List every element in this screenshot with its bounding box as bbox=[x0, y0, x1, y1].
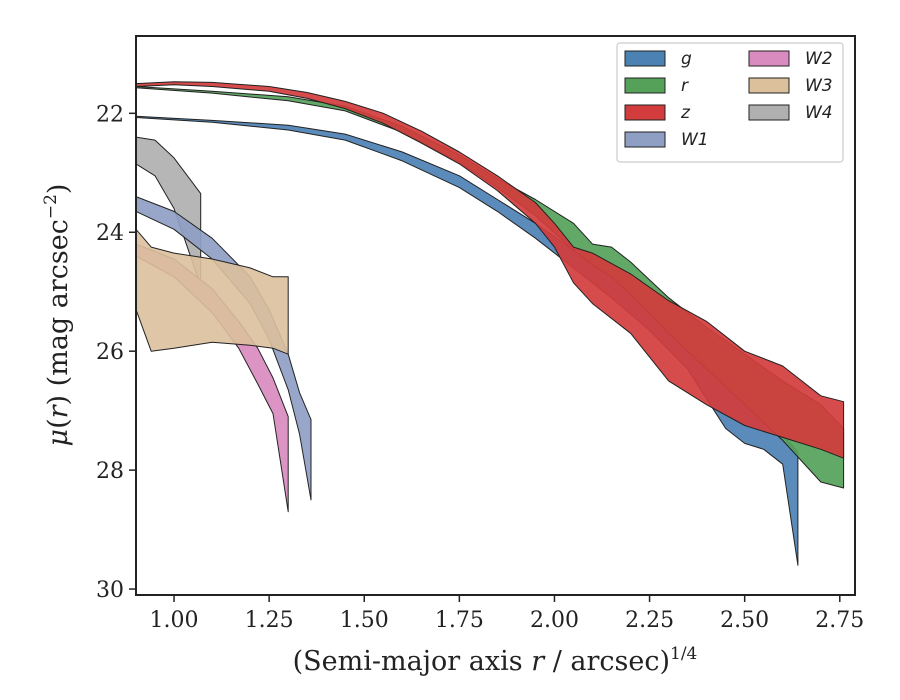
ticks-layer: 22 24 26 28 30 1.00 1.25 1.50 1.75 2.00 2.25 2.50 2.… bbox=[96, 102, 864, 633]
y-tick-label: 26 bbox=[96, 340, 124, 365]
legend-frame bbox=[616, 42, 844, 163]
band-z bbox=[135, 81, 845, 459]
y-tick-label: 28 bbox=[96, 459, 124, 484]
x-tick-label: 2.50 bbox=[720, 608, 769, 633]
legend-label-r: r bbox=[681, 76, 689, 96]
x-tick-label: 1.75 bbox=[435, 608, 484, 633]
y-axis-label: μ(r) (mag arcsec−2) bbox=[41, 184, 74, 447]
band-w3 bbox=[135, 228, 289, 355]
x-axis-label: (Semi-major axis r / arcsec)1/4 bbox=[293, 644, 698, 677]
legend-swatch-r bbox=[624, 77, 666, 94]
legend-swatch-w2 bbox=[748, 50, 790, 67]
legend-swatch-z bbox=[624, 104, 666, 121]
legend-items: grz W1 W2 W3 W4 bbox=[624, 49, 833, 150]
x-tick-label: 1.00 bbox=[150, 608, 199, 633]
legend-label-g: g bbox=[681, 49, 692, 69]
x-tick-label: 1.25 bbox=[245, 608, 294, 633]
legend-swatch-g bbox=[624, 50, 666, 67]
x-tick-label: 2.00 bbox=[530, 608, 579, 633]
legend-label-w1: W1 bbox=[681, 130, 709, 150]
series-layer bbox=[135, 81, 845, 566]
legend-swatch-w1 bbox=[624, 131, 666, 148]
plot-frame bbox=[135, 35, 856, 596]
x-tick-label: 2.25 bbox=[625, 608, 674, 633]
legend: grz W1 W2 W3 W4 bbox=[616, 42, 844, 163]
legend-label-w2: W2 bbox=[805, 49, 833, 69]
legend-swatch-w3 bbox=[748, 77, 790, 94]
legend-swatch-w4 bbox=[748, 104, 790, 121]
x-tick-label: 2.75 bbox=[815, 608, 864, 633]
y-tick-label: 22 bbox=[96, 102, 124, 127]
legend-label-w3: W3 bbox=[805, 76, 833, 96]
y-tick-label: 24 bbox=[96, 221, 124, 246]
x-tick-label: 1.50 bbox=[340, 608, 389, 633]
legend-label-w4: W4 bbox=[805, 103, 833, 123]
y-tick-label: 30 bbox=[96, 578, 124, 603]
legend-label-z: z bbox=[680, 103, 691, 123]
